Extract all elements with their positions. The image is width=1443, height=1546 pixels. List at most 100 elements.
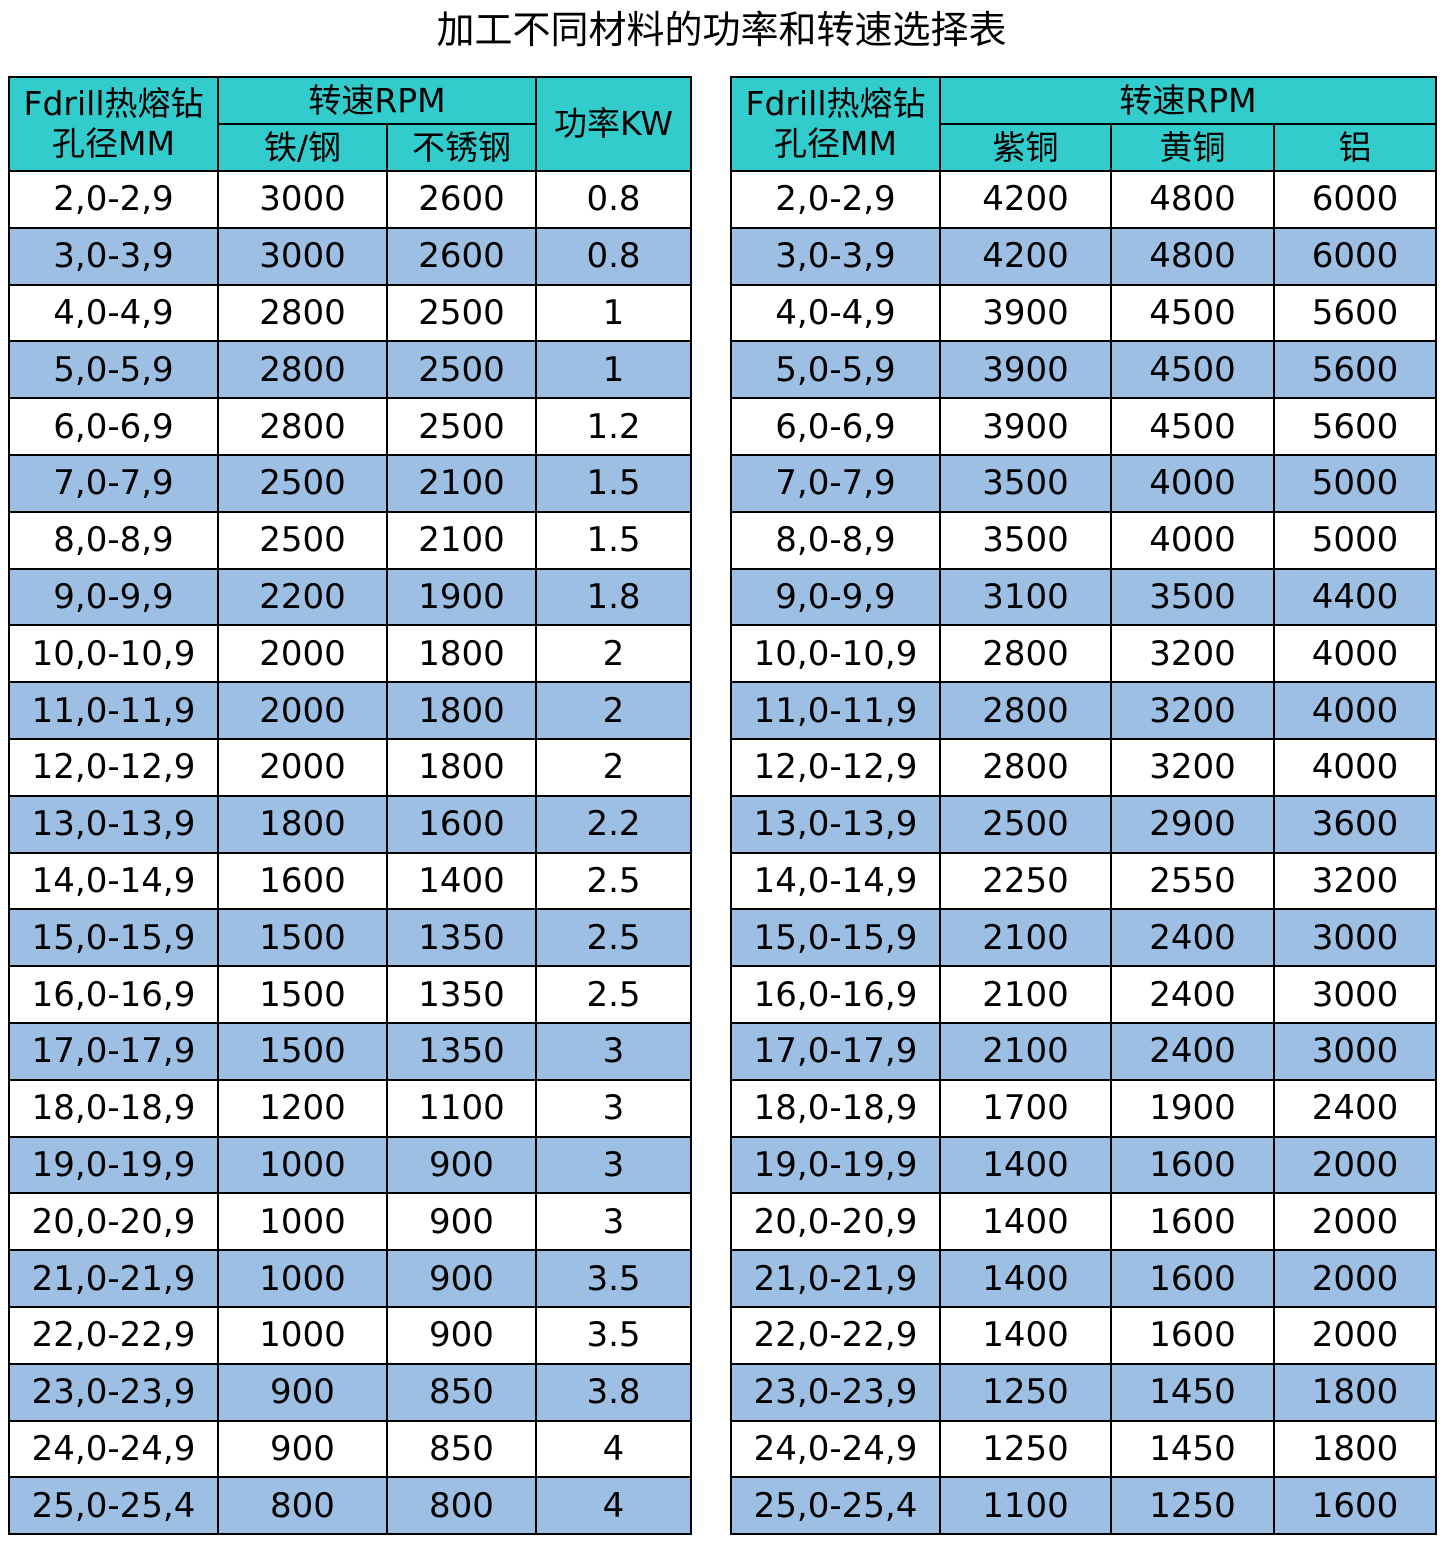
table-row: 15,0-15,9 2100 2400 3000 bbox=[730, 908, 1437, 968]
cell-text: 2200 bbox=[259, 576, 346, 617]
header-cell: 不锈钢 bbox=[386, 123, 537, 172]
cell-text: 24,0-24,9 bbox=[753, 1428, 918, 1469]
cell-text: 3.5 bbox=[586, 1315, 641, 1356]
cell-text: 3 bbox=[602, 1031, 625, 1072]
table-cell: 14,0-14,9 bbox=[730, 851, 941, 911]
header-cell: 转速RPM bbox=[939, 76, 1437, 125]
table-cell: 0.8 bbox=[535, 170, 692, 229]
cell-text: 紫铜 bbox=[992, 127, 1059, 167]
table-row: 6,0-6,9 3900 4500 5600 bbox=[730, 397, 1437, 456]
cell-text: 3500 bbox=[1149, 576, 1236, 617]
table-row: 9,0-9,9 3100 3500 4400 bbox=[730, 567, 1437, 627]
cell-text: 0.8 bbox=[586, 179, 641, 220]
table-row: 10,0-10,9 2000 1800 2 bbox=[8, 624, 692, 684]
table-row: 24,0-24,9 900 850 4 bbox=[8, 1419, 692, 1479]
cell-text: 3600 bbox=[1311, 804, 1399, 845]
cell-text: 4800 bbox=[1149, 236, 1236, 277]
cell-text: 2400 bbox=[1149, 1031, 1236, 1072]
table-cell: 1800 bbox=[1273, 1362, 1437, 1422]
cell-text: 1400 bbox=[982, 1201, 1069, 1242]
cell-text: 1900 bbox=[1149, 1088, 1236, 1129]
cell-text: 2500 bbox=[259, 520, 346, 561]
table-cell: 1900 bbox=[1110, 1078, 1275, 1138]
cell-text: 800 bbox=[270, 1485, 335, 1526]
table-cell: 6000 bbox=[1273, 226, 1437, 286]
table-cell: 1800 bbox=[386, 737, 537, 797]
table-row: 13,0-13,9 2500 2900 3600 bbox=[730, 794, 1437, 854]
header-cell: 功率KW bbox=[535, 76, 692, 172]
header-cell: Fdrill热熔钻 孔径MM bbox=[730, 76, 941, 172]
table-cell: 2100 bbox=[939, 965, 1112, 1024]
table-cell: 6000 bbox=[1273, 170, 1437, 229]
cell-text: 2500 bbox=[418, 406, 505, 447]
table-cell: 2,0-2,9 bbox=[8, 170, 219, 229]
cell-text: 8,0-8,9 bbox=[775, 520, 896, 561]
table-cell: 2000 bbox=[1273, 1135, 1437, 1195]
table-cell: 2200 bbox=[217, 567, 388, 627]
cell-text: 2500 bbox=[418, 292, 505, 333]
table-cell: 2400 bbox=[1110, 1021, 1275, 1081]
table-cell: 5600 bbox=[1273, 283, 1437, 343]
table-cell: 2800 bbox=[939, 737, 1112, 797]
table-cell: 22,0-22,9 bbox=[730, 1305, 941, 1365]
table-cell: 5000 bbox=[1273, 453, 1437, 513]
cell-text: 4,0-4,9 bbox=[775, 292, 896, 333]
table-cell: 3000 bbox=[1273, 908, 1437, 968]
table-cell: 3900 bbox=[939, 340, 1112, 400]
cell-text: 1450 bbox=[1149, 1372, 1236, 1413]
cell-text: 11,0-11,9 bbox=[31, 690, 196, 731]
table-cell: 22,0-22,9 bbox=[8, 1305, 219, 1365]
cell-text: 1250 bbox=[982, 1428, 1069, 1469]
cell-text: 5600 bbox=[1311, 292, 1399, 333]
cell-text: 19,0-19,9 bbox=[753, 1144, 918, 1185]
cell-text: 1600 bbox=[1149, 1144, 1236, 1185]
cell-text: 2800 bbox=[982, 747, 1069, 788]
table-cell: 2000 bbox=[1273, 1249, 1437, 1308]
table-cell: 2250 bbox=[939, 851, 1112, 911]
table-cell: 3500 bbox=[1110, 567, 1275, 627]
cell-text: 1.5 bbox=[586, 463, 641, 504]
cell-text: 18,0-18,9 bbox=[31, 1088, 196, 1129]
table-row: 18,0-18,9 1200 1100 3 bbox=[8, 1078, 692, 1138]
cell-text: 8,0-8,9 bbox=[53, 520, 174, 561]
cell-text: 1350 bbox=[418, 974, 505, 1015]
table-cell: 3200 bbox=[1273, 851, 1437, 911]
cell-text: 25,0-25,4 bbox=[31, 1485, 196, 1526]
cell-text: 1800 bbox=[418, 690, 505, 731]
table-cell: 2100 bbox=[386, 510, 537, 570]
table-row: 12,0-12,9 2800 3200 4000 bbox=[730, 737, 1437, 797]
table-cell: 3600 bbox=[1273, 794, 1437, 854]
table-cell: 3200 bbox=[1110, 737, 1275, 797]
table-cell: 2.5 bbox=[535, 851, 692, 911]
header-row: Fdrill热熔钻 孔径MM 转速RPM 功率KW bbox=[8, 76, 692, 172]
table-cell: 3 bbox=[535, 1135, 692, 1195]
cell-text: 3900 bbox=[982, 292, 1069, 333]
table-cell: 900 bbox=[386, 1135, 537, 1195]
cell-text: 2000 bbox=[1311, 1258, 1399, 1299]
cell-text: 4500 bbox=[1149, 406, 1236, 447]
cell-text: 4200 bbox=[982, 179, 1069, 220]
cell-text: 1900 bbox=[418, 576, 505, 617]
cell-text: 转速RPM bbox=[1119, 80, 1257, 120]
table-cell: 19,0-19,9 bbox=[8, 1135, 219, 1195]
table-cell: 1250 bbox=[939, 1362, 1112, 1422]
table-cell: 1100 bbox=[939, 1476, 1112, 1536]
table-row: 8,0-8,9 3500 4000 5000 bbox=[730, 510, 1437, 570]
cell-text: 3000 bbox=[259, 179, 346, 220]
table-row: 4,0-4,9 2800 2500 1 bbox=[8, 283, 692, 343]
table-cell: 3000 bbox=[217, 170, 388, 229]
cell-text: 3 bbox=[602, 1144, 625, 1185]
table-cell: 14,0-14,9 bbox=[8, 851, 219, 911]
cell-text: 3500 bbox=[982, 520, 1069, 561]
cell-text: 1350 bbox=[418, 1031, 505, 1072]
table-cell: 1600 bbox=[1110, 1192, 1275, 1252]
cell-text: 7,0-7,9 bbox=[53, 463, 174, 504]
cell-text: 17,0-17,9 bbox=[753, 1031, 918, 1072]
table-cell: 3500 bbox=[939, 510, 1112, 570]
cell-text: 9,0-9,9 bbox=[53, 576, 174, 617]
cell-text: 900 bbox=[270, 1372, 335, 1413]
table-cell: 8,0-8,9 bbox=[8, 510, 219, 570]
cell-text: 2500 bbox=[418, 349, 505, 390]
table-cell: 1000 bbox=[217, 1305, 388, 1365]
table-row: 10,0-10,9 2800 3200 4000 bbox=[730, 624, 1437, 684]
